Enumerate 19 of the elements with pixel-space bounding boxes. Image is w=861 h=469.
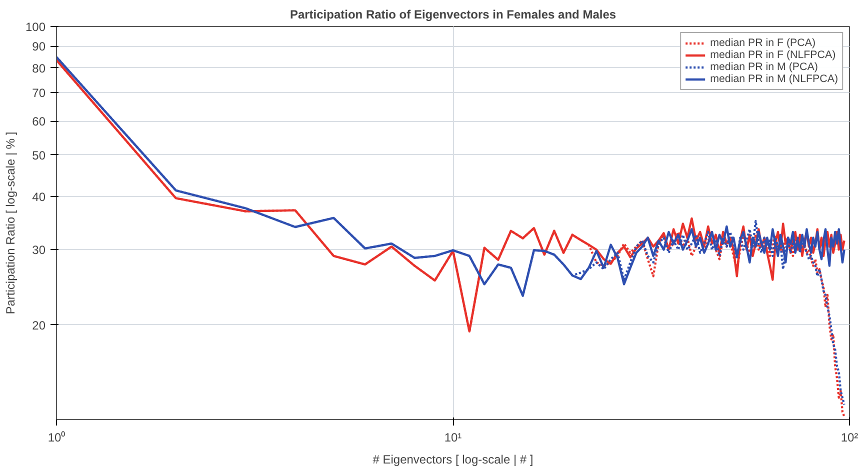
y-tick-label: 100	[25, 20, 46, 34]
x-tick-label: 10⁰	[48, 430, 66, 444]
y-tick-label: 80	[32, 61, 46, 76]
y-tick-label: 60	[32, 114, 46, 129]
y-tick-label: 90	[32, 40, 46, 54]
y-tick-label: 30	[32, 243, 46, 258]
legend-label: median PR in M (NLFPCA)	[710, 73, 838, 85]
x-axis-title: # Eigenvectors [ log-scale | # ]	[372, 452, 534, 466]
y-tick-label: 20	[32, 318, 46, 332]
y-axis-title: Participation Ratio [ log-scale | % ]	[3, 132, 18, 314]
x-tick-label: 10¹	[444, 430, 462, 444]
y-tick-label: 70	[32, 86, 46, 100]
y-tick-label: 50	[32, 148, 46, 162]
legend-label: median PR in F (PCA)	[710, 37, 816, 49]
y-tick-label: 40	[32, 190, 46, 204]
legend-label: median PR in F (NLFPCA)	[710, 49, 836, 61]
chart-title: Participation Ratio of Eigenvectors in Females and Males	[290, 8, 616, 22]
x-tick-label: 10²	[840, 430, 858, 444]
legend-label: median PR in M (PCA)	[710, 61, 818, 73]
